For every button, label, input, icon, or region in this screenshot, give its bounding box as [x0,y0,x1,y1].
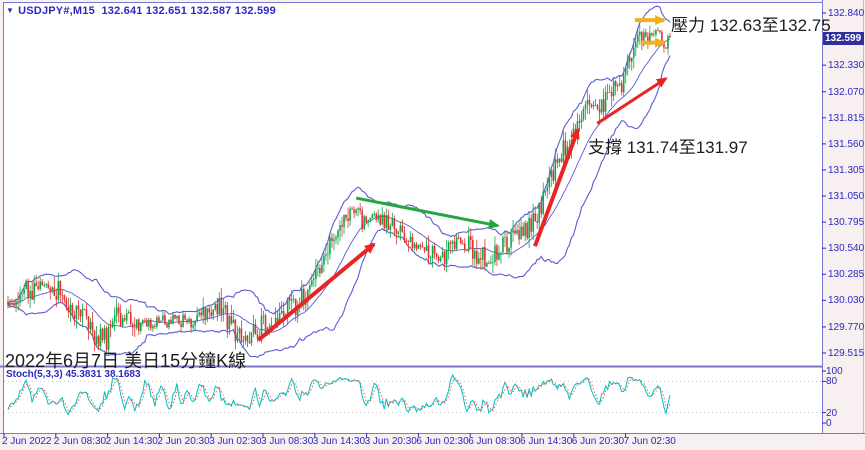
price-axis-label: 132.840 [828,8,865,19]
time-axis-label: 3 Jun 08:30 [261,436,314,447]
resistance-annotation: 壓力 132.63至132.75 [671,16,831,35]
chart-caption: 2022年6月7日 美日15分鐘K線 [5,351,247,371]
time-axis-label: 2 Jun 20:30 [157,436,210,447]
time-axis-label: 6 Jun 02:30 [416,436,469,447]
price-axis-label: 131.050 [828,191,865,203]
ohlc-low: 132.587 [190,5,232,17]
price-axis-label: 132.330 [828,60,865,72]
time-axis-label: 3 Jun 02:30 [209,436,262,447]
current-price-tag: 132.599 [823,31,865,45]
ohlc-open: 132.641 [101,5,143,17]
trend-up-arrow [596,77,668,125]
price-axis-label: 131.305 [828,164,865,176]
price-axis-label: 130.795 [828,217,865,229]
price-axis-label: 129.515 [828,348,865,359]
trend-arrows[interactable] [256,15,668,342]
time-axis-label: 2 Jun 14:30 [105,436,158,447]
price-axis-label: 129.770 [828,321,865,333]
trend-up-arrow [533,127,580,247]
price-axis-label: 131.815 [828,112,865,124]
stoch-axis-label: 0 [826,418,832,429]
ohlc-close: 132.599 [234,5,276,17]
price-axis-label: 130.540 [828,243,865,255]
stoch-k-line [7,373,671,416]
time-axis-label: 3 Jun 20:30 [364,436,417,447]
price-axis-label: 130.285 [828,269,865,281]
stoch-d-line [7,377,671,413]
time-axis-label: 7 Jun 02:30 [623,436,676,447]
price-axis-label: 132.070 [828,86,865,98]
stoch-axis-label: 80 [826,376,838,388]
time-axis-label: 6 Jun 14:30 [520,436,573,447]
trend-up-arrow [256,242,376,342]
time-axis-label: 6 Jun 20:30 [571,436,625,447]
price-axis-label: 130.030 [828,295,865,307]
chevron-down-icon[interactable]: ▼ [6,6,15,15]
trend-down-arrow [355,196,500,229]
candles [7,24,671,355]
stochastic-indicator-label: Stoch(5,3,3) 45.3831 38.1683 [6,369,141,380]
stoch-axis-label: 20 [826,407,838,419]
time-axis-label: 2 Jun 08:30 [53,436,107,447]
time-axis-label: 3 Jun 14:30 [312,436,366,447]
price-axis-label: 131.560 [828,138,865,150]
bollinger-bands [7,5,671,359]
symbol-info-bar[interactable]: ▼ USDJPY#,M15 132.641 132.651 132.587 132… [6,5,276,17]
stoch-axis-label: 100 [826,366,843,377]
support-annotation: 支撐 131.74至131.97 [588,138,748,157]
symbol-title: USDJPY#,M15 [18,5,95,17]
time-axis-label: 6 Jun 08:30 [468,436,521,447]
ohlc-high: 132.651 [145,5,188,17]
time-axis-label: 2 Jun 2022 [2,436,52,447]
